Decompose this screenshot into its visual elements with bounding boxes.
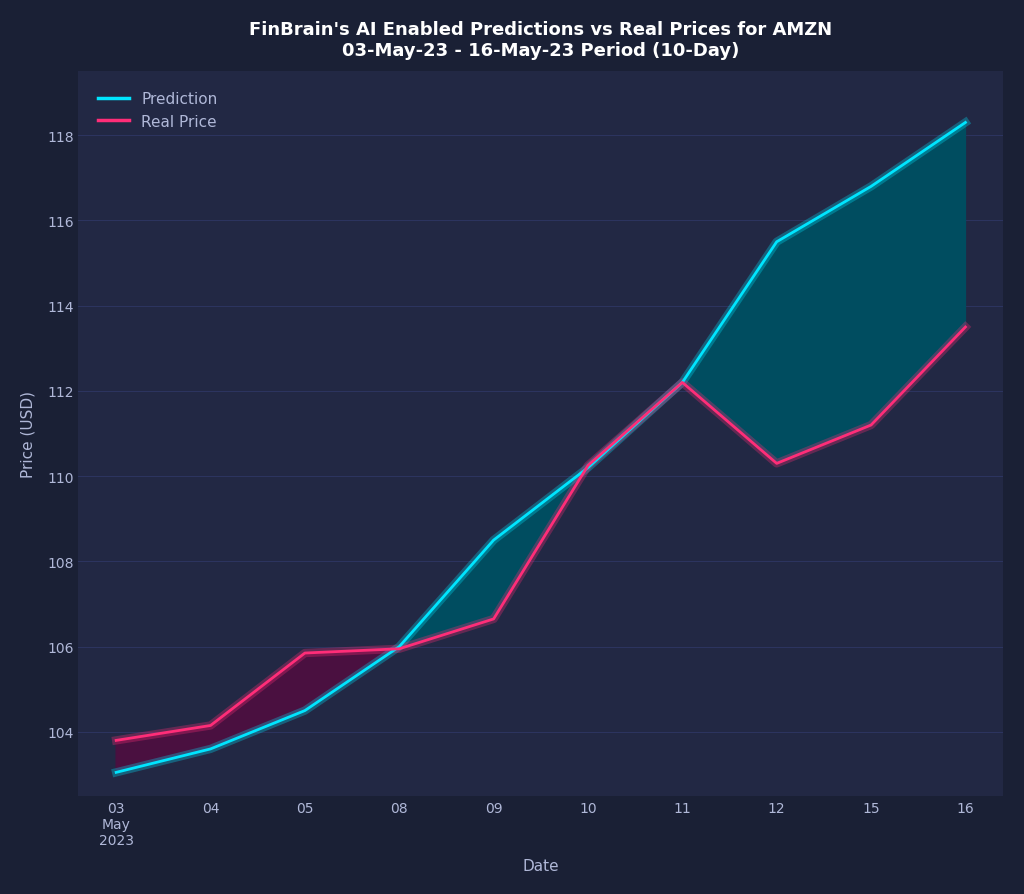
Prediction [487, 536, 500, 546]
Prediction [110, 767, 122, 778]
Real Price [393, 644, 406, 654]
Y-axis label: Price (USD): Price (USD) [20, 391, 36, 477]
Prediction [865, 181, 878, 192]
Real Price [865, 420, 878, 431]
Legend: Prediction, Real Price: Prediction, Real Price [86, 80, 229, 142]
Prediction [205, 744, 217, 755]
Prediction [582, 463, 594, 474]
Line: Real Price: Real Price [116, 327, 966, 740]
Line: Prediction: Prediction [116, 123, 966, 772]
Prediction [770, 237, 782, 248]
Real Price [299, 648, 311, 659]
X-axis label: Date: Date [522, 858, 559, 873]
Real Price [770, 459, 782, 469]
Real Price [676, 377, 688, 388]
Real Price [959, 322, 972, 333]
Real Price [110, 735, 122, 746]
Title: FinBrain's AI Enabled Predictions vs Real Prices for AMZN
03-May-23 - 16-May-23 : FinBrain's AI Enabled Predictions vs Rea… [249, 21, 833, 60]
Real Price [582, 460, 594, 471]
Prediction [959, 118, 972, 129]
Prediction [299, 705, 311, 716]
Real Price [487, 614, 500, 625]
Prediction [393, 642, 406, 653]
Real Price [205, 721, 217, 731]
Prediction [676, 377, 688, 388]
